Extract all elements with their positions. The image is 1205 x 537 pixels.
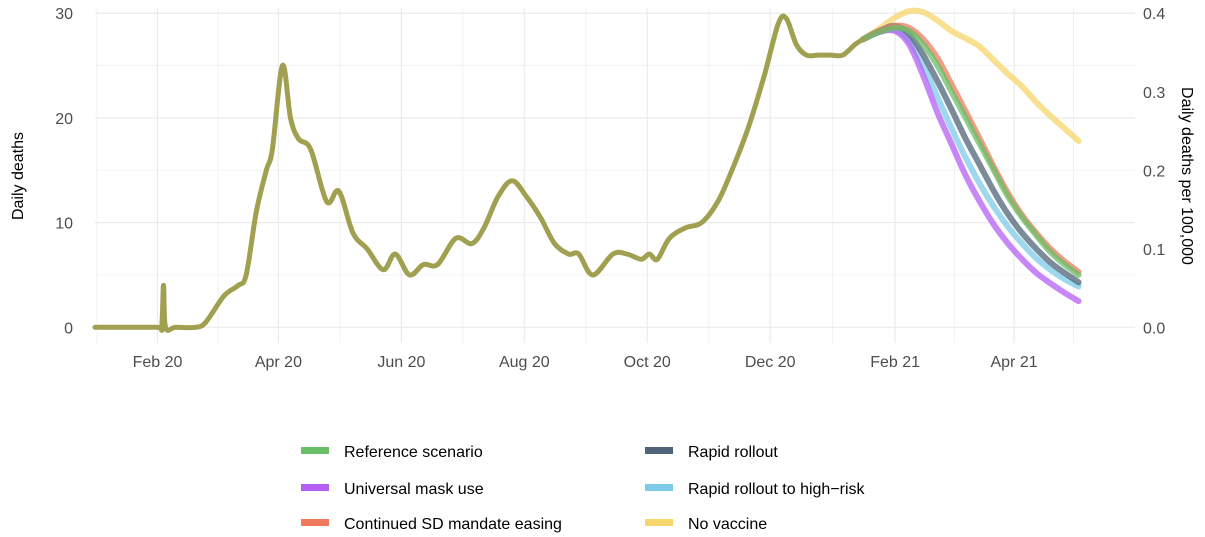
y-right-tick-label: 0.0: [1143, 320, 1165, 337]
legend-item: Universal mask use: [301, 481, 484, 498]
legend: Reference scenario Universal mask use Cont…: [301, 444, 866, 533]
legend-item: Reference scenario: [301, 444, 483, 461]
y-tick-label: 0: [64, 320, 73, 337]
y-right-tick-label: 0.2: [1143, 163, 1165, 180]
legend-label: Universal mask use: [344, 481, 484, 498]
y-tick-label: 20: [55, 111, 73, 128]
y-right-tick-label: 0.4: [1143, 6, 1165, 23]
history-series-line: [92, 13, 866, 333]
y-axis-title-left: Daily deaths: [10, 132, 27, 220]
x-tick-label: Feb 20: [133, 354, 183, 371]
grid-major-lines: [95, 8, 1135, 343]
y-tick-label: 10: [55, 216, 73, 233]
y-axis-title-right: Daily deaths per 100,000: [1178, 87, 1195, 265]
legend-label: No vaccine: [688, 516, 767, 533]
x-tick-label: Aug 20: [499, 354, 550, 371]
x-tick-label: Dec 20: [745, 354, 796, 371]
x-axis-ticks: Feb 20 Apr 20 Jun 20 Aug 20 Oct 20 Dec 20 Feb …: [133, 354, 1038, 371]
x-tick-label: Oct 20: [624, 354, 671, 371]
legend-item: No vaccine: [645, 516, 767, 533]
y-axis-right-ticks: 0.0 0.1 0.2 0.3 0.4: [1143, 6, 1165, 337]
x-tick-label: Apr 20: [255, 354, 302, 371]
x-tick-label: Jun 20: [377, 354, 425, 371]
x-tick-label: Feb 21: [870, 354, 920, 371]
legend-item: Rapid rollout to high−risk: [645, 481, 866, 498]
legend-swatch: [301, 447, 329, 454]
legend-swatch: [301, 519, 329, 526]
y-tick-label: 30: [55, 6, 73, 23]
legend-label: Rapid rollout to high−risk: [688, 481, 866, 498]
series-line-reference-scenario: [859, 24, 1082, 278]
history-line: [92, 13, 866, 333]
grid-minor-lines: [95, 8, 1135, 343]
legend-label: Reference scenario: [344, 444, 483, 461]
y-right-tick-label: 0.3: [1143, 85, 1165, 102]
legend-swatch: [645, 447, 673, 454]
series-line-no-vaccine: [859, 7, 1082, 144]
legend-label: Rapid rollout: [688, 444, 778, 461]
legend-label: Continued SD mandate easing: [344, 516, 562, 533]
series-lines: [859, 7, 1082, 305]
x-tick-label: Apr 21: [990, 354, 1037, 371]
legend-swatch: [645, 484, 673, 491]
series-line-universal-mask-use: [859, 27, 1082, 305]
legend-swatch: [645, 519, 673, 526]
legend-swatch: [301, 484, 329, 491]
legend-item: Continued SD mandate easing: [301, 516, 562, 533]
legend-item: Rapid rollout: [645, 444, 778, 461]
y-right-tick-label: 0.1: [1143, 242, 1165, 259]
y-axis-left-ticks: 0 10 20 30: [55, 6, 73, 337]
